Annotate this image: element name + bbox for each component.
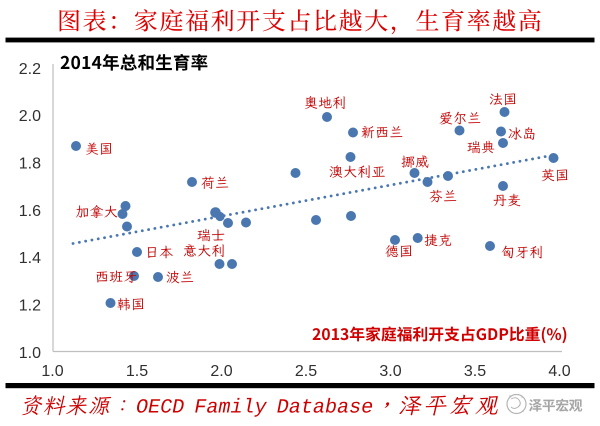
svg-text:2.0: 2.0: [19, 108, 41, 125]
svg-text:1.5: 1.5: [126, 363, 148, 380]
svg-text:1.4: 1.4: [19, 250, 41, 267]
svg-text:1.6: 1.6: [19, 203, 41, 220]
svg-text:2.5: 2.5: [295, 363, 317, 380]
svg-text:1.0: 1.0: [19, 345, 41, 362]
svg-text:2.2: 2.2: [19, 61, 41, 78]
svg-text:1.0: 1.0: [41, 363, 63, 380]
svg-text:3.0: 3.0: [379, 363, 401, 380]
svg-text:2.0: 2.0: [210, 363, 232, 380]
svg-text:1.8: 1.8: [19, 156, 41, 173]
svg-text:1.2: 1.2: [19, 298, 41, 315]
svg-text:3.5: 3.5: [464, 363, 486, 380]
svg-text:4.0: 4.0: [548, 363, 570, 380]
